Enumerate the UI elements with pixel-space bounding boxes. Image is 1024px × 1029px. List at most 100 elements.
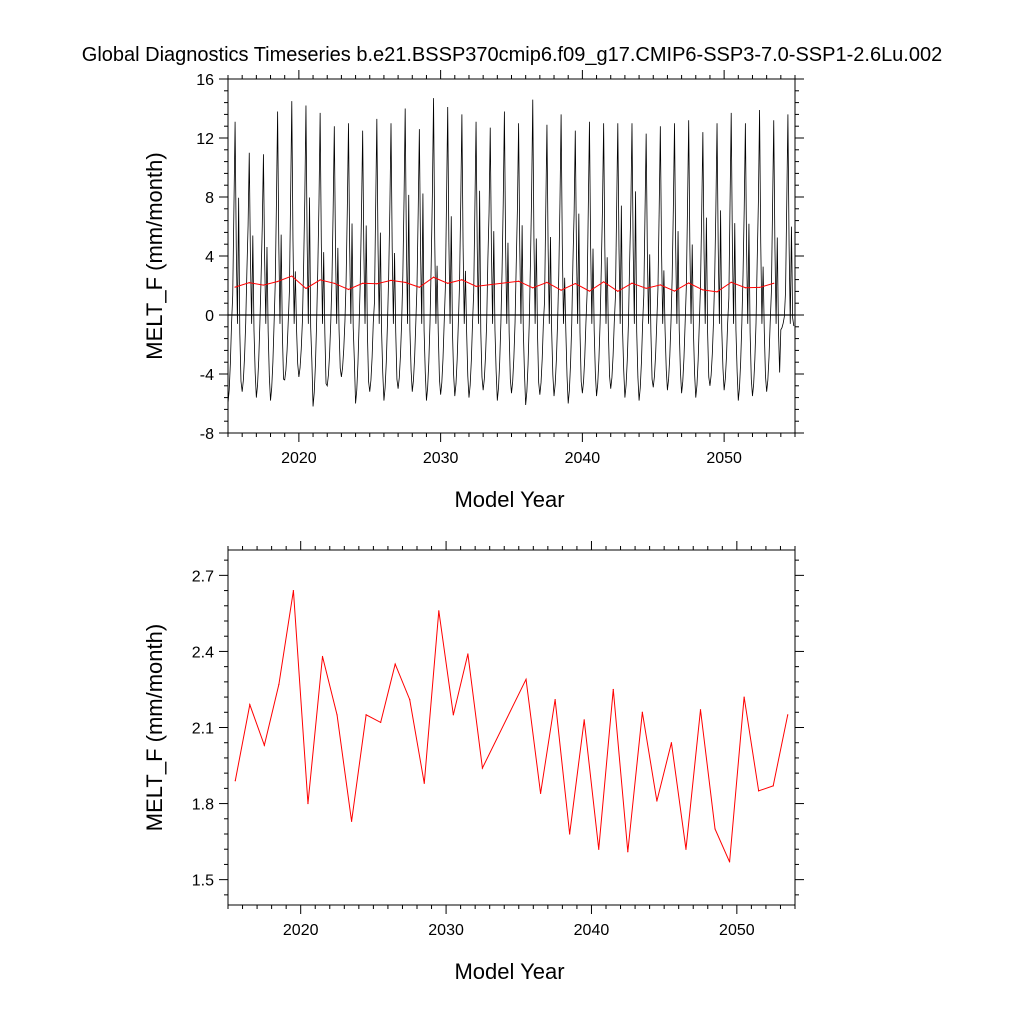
data-point [583,719,585,721]
data-point [291,275,293,277]
data-point [234,286,236,288]
data-point [362,282,364,284]
data-point [481,767,484,769]
data-point [554,699,556,701]
data-point [262,284,265,286]
data-point [365,714,367,716]
data-point [452,714,454,716]
data-point [574,282,576,285]
plot-area [228,98,795,407]
data-point [394,663,396,665]
data-point [336,714,338,716]
data-point [249,704,251,706]
data-point [467,653,469,655]
x-tick-label: 2020 [283,922,319,939]
data-point [447,282,449,284]
data-point [390,279,392,281]
data-point [418,286,420,288]
data-point [702,289,704,291]
data-point [532,287,534,289]
data-point [699,709,702,711]
x-axis-label: Model Year [454,487,564,512]
x-tick-label: 2030 [423,450,459,467]
data-point [517,280,520,282]
data-point [234,780,236,782]
y-tick-label: -4 [200,367,214,384]
data-point [659,284,661,286]
data-point [673,290,676,292]
annual-series-line [234,590,789,863]
data-point [376,283,378,285]
data-point [569,833,571,835]
plot-frame [227,78,796,434]
data-point [307,802,309,805]
data-point [423,782,425,784]
data-point [645,287,647,289]
data-point [787,714,789,716]
x-axis-label: Model Year [454,959,564,984]
y-tick-label: -8 [200,426,214,443]
plot-frame [227,549,796,906]
x-tick-label: 2020 [281,450,317,467]
data-point [321,655,324,658]
data-point [773,282,775,284]
x-axis-ticks [227,70,796,442]
data-point [333,282,335,284]
x-tick-label: 2040 [574,922,610,939]
chart-panel-2: 2020 2030 2040 2050 1.5 1.8 2.1 2.4 2.7 Model Yea… [142,541,804,984]
x-axis-ticks [227,541,796,914]
y-tick-label: 0 [205,308,214,325]
chart-panel-1: 2020 2030 2040 2050 -8 -4 0 4 8 12 16 Model Year MEL… [142,70,804,512]
y-tick-label: 2.4 [192,644,214,661]
data-point [546,281,548,284]
data-point [350,820,353,822]
y-tick-label: 2.1 [192,721,214,738]
data-point [409,699,411,701]
data-point [617,290,619,292]
y-axis-ticks [219,78,804,434]
data-point [539,792,542,795]
data-point [475,285,477,287]
data-point [714,828,716,830]
data-point [743,696,745,698]
y-axis-label: MELT_F (mm/month) [142,624,167,831]
data-point [603,281,605,283]
data-point [670,742,673,744]
x-tick-label: 2030 [428,922,464,939]
data-point [716,291,718,293]
data-point [656,800,658,802]
data-point [347,288,350,291]
data-point [728,861,731,863]
data-point [588,290,591,292]
x-tick-label: 2050 [706,450,742,467]
data-point [627,851,629,853]
data-point [685,848,687,850]
data-point [404,281,406,284]
y-axis-label: MELT_F (mm/month) [142,152,167,359]
x-tick-label: 2050 [719,922,755,939]
data-point [525,678,527,680]
data-point [277,280,279,283]
monthly-series-line [228,98,795,407]
data-point [631,282,633,284]
page-title: Global Diagnostics Timeseries b.e21.BSSP… [81,44,943,66]
data-point [772,785,774,787]
y-tick-label: 4 [205,249,214,266]
data-point [380,721,382,724]
data-point [641,711,643,713]
data-point [730,281,732,283]
data-point [305,287,307,290]
data-point [432,276,435,278]
data-point [560,289,562,291]
data-point [688,282,690,284]
data-point [278,683,280,685]
y-tick-label: 8 [205,190,214,207]
data-point [319,279,321,281]
y-tick-label: 12 [196,131,214,148]
plot-area [234,589,789,863]
data-point [292,589,295,592]
data-point [612,688,614,691]
data-point [758,790,760,792]
data-point [758,286,761,289]
